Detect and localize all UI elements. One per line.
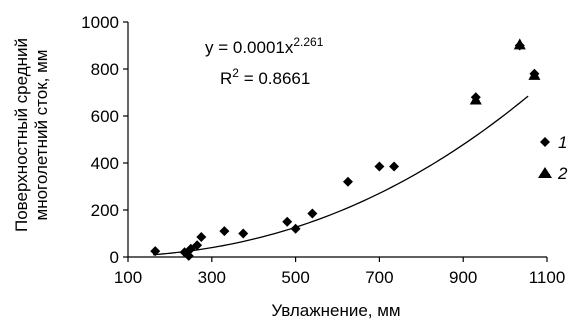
r-squared-exponent: 2 <box>232 66 239 80</box>
data-point-series-2 <box>513 38 526 50</box>
y-tick-label: 0 <box>110 248 119 267</box>
y-axis-title-line-1: Поверхностный средний <box>12 38 31 232</box>
legend-marker-triangle-base <box>540 174 550 177</box>
y-axis-title: Поверхностный средний многолетний сток, … <box>12 38 51 232</box>
trend-equation: y = 0.0001x2.261 <box>205 35 324 57</box>
data-point-series-2 <box>469 93 482 105</box>
data-point-series-1 <box>150 246 161 257</box>
data-point-series-1 <box>196 232 207 243</box>
x-axis-title: Увлажнение, мм <box>271 301 400 320</box>
legend: 1 2 <box>538 133 568 183</box>
trend-equation-main: y = 0.0001x <box>205 38 294 57</box>
y-tick-label: 1000 <box>81 13 119 32</box>
data-point-series-1 <box>374 161 385 172</box>
r-squared-value: = 0.8661 <box>239 69 310 88</box>
y-tick-label: 600 <box>91 107 119 126</box>
r-squared: R2 = 0.8661 <box>220 66 310 88</box>
data-points <box>150 38 541 261</box>
axes <box>127 22 547 258</box>
data-point-series-1 <box>238 228 249 239</box>
data-point-series-2 <box>528 68 541 80</box>
y-axis-ticks: 0 200 400 600 800 1000 <box>81 13 128 267</box>
y-tick-label: 800 <box>91 60 119 79</box>
data-point-series-1 <box>389 161 400 172</box>
y-tick-label: 400 <box>91 154 119 173</box>
x-tick-label: 700 <box>365 268 393 287</box>
legend-marker-diamond <box>540 137 550 147</box>
y-tick-label: 200 <box>91 201 119 220</box>
data-point-series-1 <box>342 176 353 187</box>
data-point-series-1 <box>219 226 230 237</box>
y-axis-title-line-2: многолетний сток, мм <box>32 50 51 221</box>
x-tick-label: 900 <box>449 268 477 287</box>
x-axis-ticks: 100 300 500 700 900 1100 <box>114 257 565 287</box>
x-tick-label: 500 <box>281 268 309 287</box>
x-tick-label: 1100 <box>529 268 566 287</box>
r-squared-label: R <box>220 69 232 88</box>
legend-label-series-1: 1 <box>558 133 567 152</box>
data-point-series-1 <box>290 223 301 234</box>
x-tick-label: 100 <box>114 268 142 287</box>
x-tick-label: 300 <box>198 268 226 287</box>
legend-label-series-2: 2 <box>557 164 568 183</box>
data-point-series-1 <box>307 208 318 219</box>
data-point-series-1 <box>282 216 293 227</box>
trend-equation-exponent: 2.261 <box>293 35 323 49</box>
data-point-series-1 <box>192 240 203 251</box>
power-trendline <box>153 95 529 256</box>
